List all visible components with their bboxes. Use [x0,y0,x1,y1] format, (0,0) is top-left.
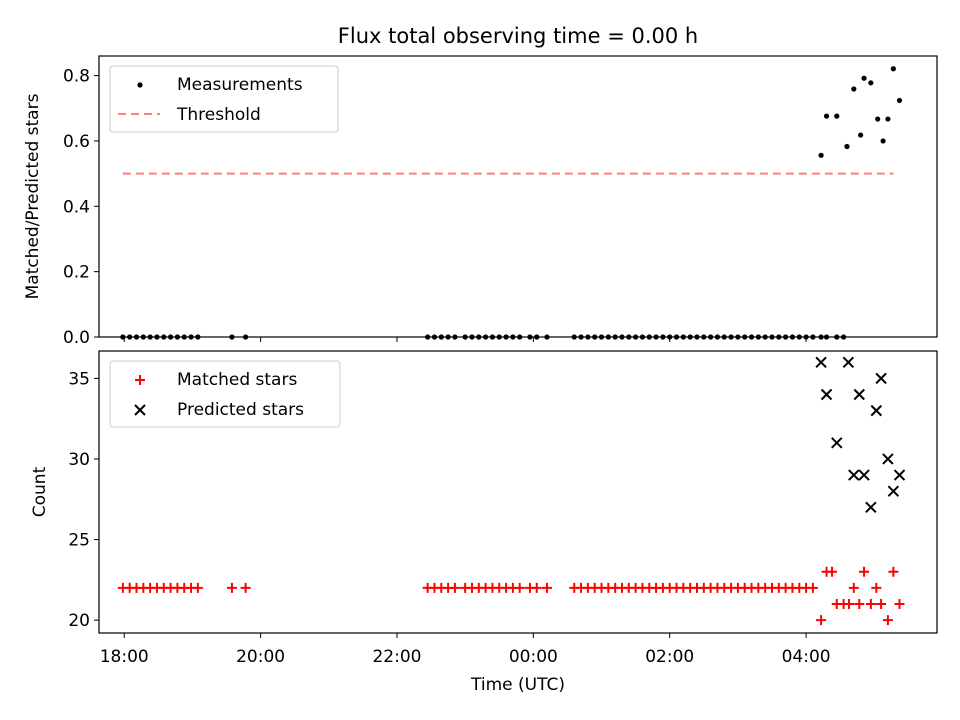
top-panel-axes: 0.0 0.2 0.4 0.6 0.8 [63,67,807,348]
top-y-axis-label: Matched/Predicted stars [23,93,43,299]
x-tick-label: 18:00 [100,647,149,667]
top-y-tick-label: 0.0 [63,328,90,348]
predicted-stars-point [848,469,860,481]
matched-stars-point [876,598,887,609]
measurement-point [896,97,903,104]
matched-stars-point [541,582,552,593]
legend-measurements-marker [137,82,143,88]
bottom-panel: 20 25 30 35 18:00 20:00 22:00 00:00 02:00 04:00 C… [30,350,938,695]
top-y-tick-label: 0.8 [63,67,90,87]
bottom-y-tick-label: 25 [68,531,90,551]
predicted-stars-point [870,404,883,417]
top-panel-frame [98,55,938,338]
measurement-point [834,113,840,119]
legend-matched-stars-marker [135,375,145,385]
matched-stars-point [807,582,818,593]
x-tick-label: 02:00 [645,647,694,667]
legend-x-mark [134,404,146,416]
measurement-point [858,132,864,138]
matched-stars-point [449,582,460,593]
legend-plus-mark [135,375,145,385]
matched-stars-point [826,566,837,577]
predicted-stars-point [882,453,894,465]
measurement-point [868,80,874,86]
bottom-y-tick-label: 20 [68,611,90,631]
measurement-point [818,152,824,158]
x-tick-label: 00:00 [509,647,558,667]
top-panel-marks [120,66,903,340]
matched-stars-point [894,598,905,609]
matched-stars-point [854,598,865,609]
measurement-point [861,75,867,81]
top-y-tick-label: 0.2 [63,263,90,283]
matched-stars-point [871,582,882,593]
measurement-point [885,116,891,122]
top-panel: 0.00.20.40.60.8 Matched/Predicted stars … [23,55,938,348]
top-legend-box [109,65,339,133]
legend-predicted-stars-marker [134,404,146,416]
bottom-y-axis-label: Count [30,466,50,517]
matched-stars-point [192,582,203,593]
x-tick-label: 04:00 [782,647,831,667]
matched-stars-point [844,598,855,609]
matched-stars-point [816,615,827,626]
bottom-panel-frame [98,350,938,634]
bottom-legend: Matched stars Predicted stars [109,360,341,428]
predicted-stars-point [865,501,877,514]
bottom-legend-box [109,360,341,428]
x-tick-label: 20:00 [236,647,285,667]
bottom-panel-marks [117,356,906,626]
top-y-tick-label: 0.6 [63,132,90,152]
measurement-point [851,86,857,92]
predicted-stars-point [858,469,870,481]
matched-stars-point [859,566,870,577]
legend-measurements-label: Measurements [177,75,303,95]
matched-stars-point [514,582,525,593]
x-tick-label: 22:00 [372,647,421,667]
measurement-point [875,116,881,122]
predicted-stars-point [815,356,827,368]
bottom-y-tick-label: 30 [68,450,90,470]
matched-stars-point [865,598,876,609]
measurement-point [823,113,830,119]
predicted-stars-point [831,437,843,449]
matched-stars-point [226,582,237,593]
predicted-stars-point [842,356,855,368]
predicted-stars-point [853,388,865,401]
predicted-stars-point [875,372,887,385]
predicted-stars-point [820,388,833,401]
predicted-stars-point [893,469,906,481]
measurement-point [880,138,886,144]
bottom-panel-axes: 20 25 30 35 18:00 20:00 22:00 00:00 02:00 04:00 [68,369,830,667]
matched-stars-point [848,582,859,593]
measurement-point [844,143,850,150]
measurement-point [890,66,896,72]
chart-title: Flux total observing time = 0.00 h [338,24,698,48]
predicted-stars-point [887,485,900,497]
bottom-y-tick-label: 35 [68,369,90,389]
matched-stars-point [240,582,251,593]
matched-stars-point [888,566,899,577]
top-legend: Measurements Threshold [109,65,339,133]
matched-stars-point [882,615,893,626]
legend-threshold-label: Threshold [176,105,261,125]
matched-stars-point [531,582,542,593]
top-y-tick-label: 0.4 [63,197,90,217]
legend-predicted-stars-label: Predicted stars [177,400,304,420]
x-axis-label: Time (UTC) [470,675,565,695]
legend-matched-stars-label: Matched stars [177,370,297,390]
